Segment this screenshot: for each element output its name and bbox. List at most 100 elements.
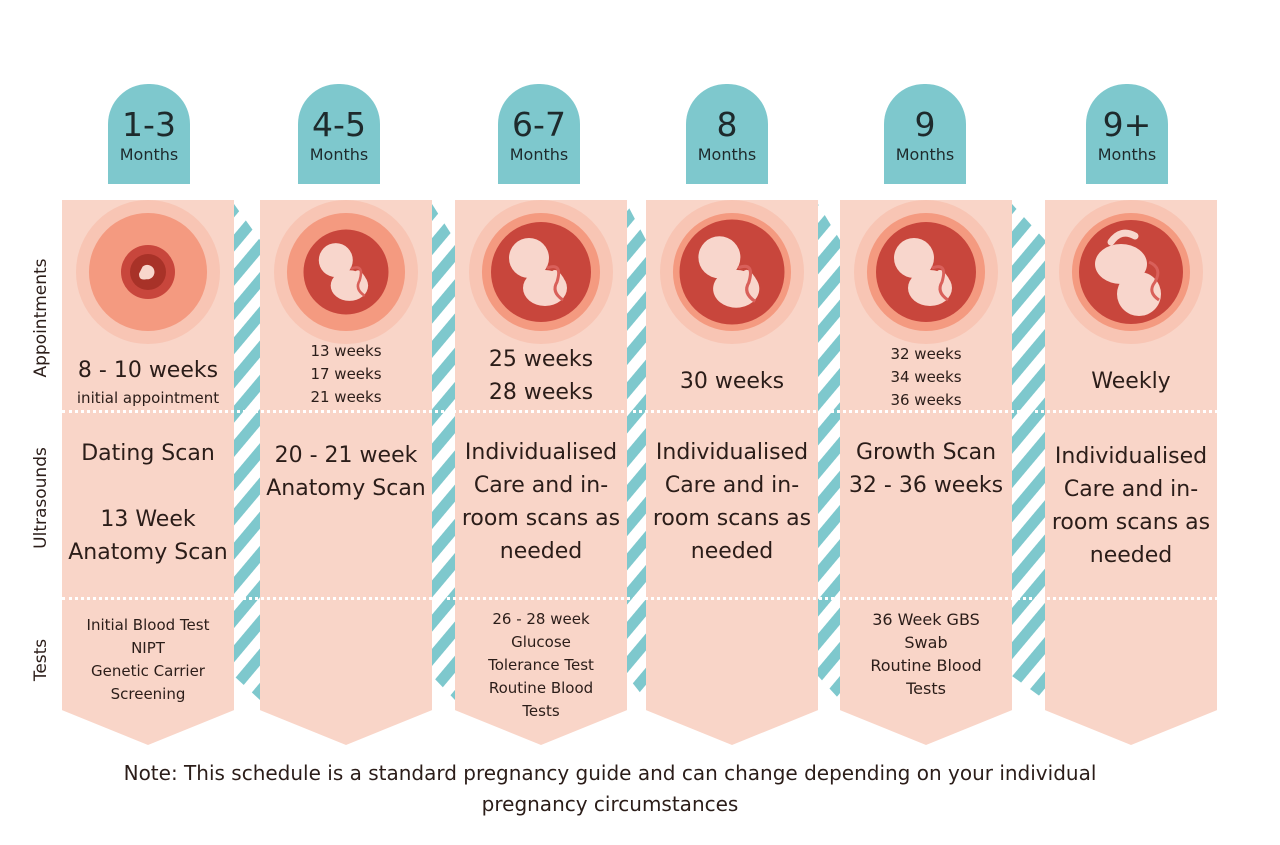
stage-unit: Months <box>509 145 569 164</box>
stage-column: 8 - 10 weeks initial appointment Dating Sc… <box>62 200 234 745</box>
ultrasound-line: room scans as <box>1051 510 1211 535</box>
stage-tab: 9 Months <box>884 84 966 184</box>
ultrasound-line: 20 - 21 week <box>274 443 418 468</box>
ultrasound-line: Growth Scan <box>855 440 997 465</box>
ultrasound-line: Individualised <box>464 440 618 465</box>
stage-tab: 1-3 Months <box>108 84 190 184</box>
appointments-cell: Weekly <box>1045 365 1217 398</box>
embryo-icon <box>76 200 220 344</box>
ultrasound-line: room scans as <box>461 506 621 531</box>
tests-cell: 36 Week GBS Swab Routine Blood Tests <box>840 608 1012 700</box>
test-line: Tolerance Test <box>488 656 594 674</box>
ultrasounds-cell: Growth Scan 32 - 36 weeks <box>840 436 1012 502</box>
stage-unit: Months <box>697 145 757 164</box>
footer-note: Note: This schedule is a standard pregna… <box>40 758 1180 820</box>
fetus-icon <box>854 200 998 344</box>
ultrasound-line: Individualised <box>1054 444 1208 469</box>
test-line: 36 Week GBS <box>872 610 980 629</box>
fetus-head-down-icon <box>1059 200 1203 344</box>
ultrasounds-cell: 20 - 21 week Anatomy Scan <box>260 439 432 505</box>
stage-unit: Months <box>895 145 955 164</box>
stripe-connector <box>234 204 260 700</box>
test-line: Tests <box>906 679 946 698</box>
ultrasound-line: Care and in- <box>473 473 609 498</box>
row-divider-1 <box>62 410 1218 413</box>
ultrasound-line: Anatomy Scan <box>68 540 228 565</box>
stripe-connector <box>818 204 840 700</box>
ultrasounds-cell: Individualised Care and in-room scans as n… <box>1045 440 1217 572</box>
appointments-cell: 8 - 10 weeks initial appointment <box>62 354 234 409</box>
stage-tab: 4-5 Months <box>298 84 380 184</box>
appointment-line: 13 weeks <box>310 342 382 360</box>
stripe-connector <box>1012 204 1045 700</box>
appointment-line: 21 weeks <box>310 388 382 406</box>
stage-column: Weekly Individualised Care and in-room sca… <box>1045 200 1217 745</box>
appointments-cell: 32 weeks 34 weeks 36 weeks <box>840 343 1012 412</box>
ultrasound-line: Anatomy Scan <box>266 476 426 501</box>
stage-tab: 9+ Months <box>1086 84 1168 184</box>
row-label-ultrasounds: Ultrasounds <box>31 447 51 549</box>
stage-tab: 6-7 Months <box>498 84 580 184</box>
stage-number: 8 <box>716 105 738 144</box>
row-divider-2 <box>62 597 1218 600</box>
stage-number: 1-3 <box>122 105 176 144</box>
test-line: Swab <box>904 633 948 652</box>
appointment-line: 36 weeks <box>890 391 962 409</box>
stage-unit: Months <box>1097 145 1157 164</box>
stage-unit: Months <box>119 145 179 164</box>
appointments-cell: 30 weeks <box>646 365 818 398</box>
appointments-cell: 13 weeks 17 weeks 21 weeks <box>260 340 432 409</box>
appointment-line: initial appointment <box>76 389 220 407</box>
fetus-icon <box>469 200 613 344</box>
ultrasound-line: 13 Week <box>100 507 196 532</box>
test-line: Genetic Carrier <box>91 662 205 680</box>
ultrasound-line: needed <box>499 539 583 564</box>
appointment-line: 25 weeks <box>488 347 594 372</box>
tests-cell: Initial Blood Test NIPT Genetic Carrier Scr… <box>62 614 234 706</box>
ultrasounds-cell: Individualised Care and in-room scans as n… <box>646 436 818 568</box>
stage-column: 32 weeks 34 weeks 36 weeks Growth Scan 32 - … <box>840 200 1012 745</box>
test-line: NIPT <box>131 639 165 657</box>
footer-note-line: pregnancy circumstances <box>481 792 739 816</box>
row-label-appointments: Appointments <box>31 258 51 378</box>
stripe-connector <box>432 204 455 700</box>
stage-column: 13 weeks 17 weeks 21 weeks 20 - 21 week Anat… <box>260 200 432 745</box>
stage-number: 9+ <box>1102 105 1152 144</box>
test-line: Screening <box>110 685 186 703</box>
test-line: Routine Blood <box>488 679 594 697</box>
appointment-line: 8 - 10 weeks <box>77 358 219 383</box>
appointment-line: 32 weeks <box>890 345 962 363</box>
ultrasound-line: room scans as <box>652 506 812 531</box>
stage-number: 9 <box>914 105 936 144</box>
row-label-tests: Tests <box>31 638 51 682</box>
fetus-icon <box>274 200 418 344</box>
test-line: Initial Blood Test <box>86 616 210 634</box>
ultrasound-line: 32 - 36 weeks <box>848 473 1004 498</box>
appointments-cell: 25 weeks 28 weeks <box>455 343 627 409</box>
ultrasound-line: Care and in- <box>664 473 800 498</box>
stage-number: 6-7 <box>512 105 566 144</box>
stage-tab: 8 Months <box>686 84 768 184</box>
test-line: Tests <box>522 702 560 720</box>
stage-unit: Months <box>309 145 369 164</box>
ultrasounds-cell: Dating Scan 13 Week Anatomy Scan <box>62 437 234 569</box>
test-line: Routine Blood <box>870 656 982 675</box>
test-line: 26 - 28 week <box>492 610 590 628</box>
appointment-line: 34 weeks <box>890 368 962 386</box>
appointment-line: 28 weeks <box>488 380 594 405</box>
ultrasound-line: Individualised <box>655 440 809 465</box>
stage-column: 30 weeks Individualised Care and in-room s… <box>646 200 818 745</box>
appointment-line: 17 weeks <box>310 365 382 383</box>
stripe-connector <box>627 204 646 700</box>
footer-note-line: Note: This schedule is a standard pregna… <box>123 761 1097 785</box>
stage-column: 25 weeks 28 weeks Individualised Care and i… <box>455 200 627 745</box>
fetus-icon <box>660 200 804 344</box>
ultrasound-line: Care and in- <box>1063 477 1199 502</box>
appointment-line: 30 weeks <box>679 369 785 394</box>
ultrasounds-cell: Individualised Care and in-room scans as n… <box>455 436 627 568</box>
ultrasound-line: needed <box>1089 543 1173 568</box>
ultrasound-line: needed <box>690 539 774 564</box>
stage-number: 4-5 <box>312 105 366 144</box>
